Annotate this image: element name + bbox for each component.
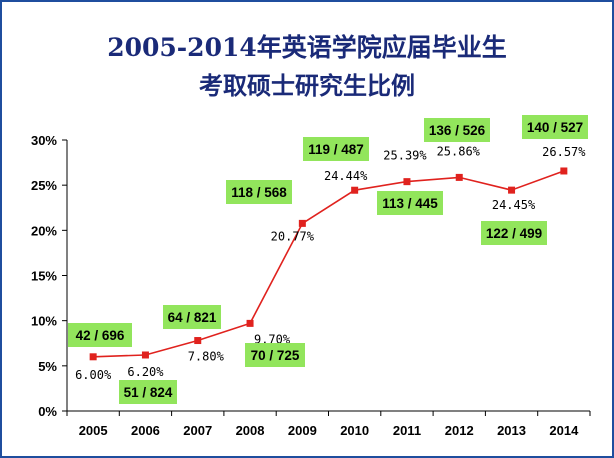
x-tick-label: 2008 — [236, 423, 265, 438]
annotation-box — [424, 118, 490, 142]
annotation-box — [163, 305, 221, 329]
data-point — [455, 173, 463, 181]
series-line — [93, 170, 565, 358]
annotation-box — [245, 343, 305, 367]
data-point — [351, 186, 359, 194]
data-label: 9.70% — [254, 332, 291, 346]
data-label: 6.20% — [127, 365, 164, 379]
data-point — [141, 351, 149, 359]
y-tick-label: 30% — [31, 133, 57, 148]
data-label: 24.44% — [324, 169, 368, 183]
annotation-label: 51 / 824 — [124, 385, 173, 400]
data-label: 6.00% — [75, 368, 112, 382]
annotation-label: 118 / 568 — [231, 185, 287, 200]
x-tick-label: 2006 — [131, 423, 160, 438]
annotation-label: 119 / 487 — [308, 142, 364, 157]
x-tick-label: 2009 — [288, 423, 317, 438]
data-label: 20.77% — [271, 229, 315, 243]
chart-title-line2: 考取硕士研究生比例 — [199, 71, 415, 100]
y-tick-label: 15% — [31, 269, 57, 284]
data-point — [560, 167, 568, 175]
x-tick-label: 2010 — [340, 423, 369, 438]
annotation-label: 42 / 696 — [76, 328, 125, 343]
annotation-label: 113 / 445 — [382, 196, 438, 211]
x-tick-label: 2013 — [497, 423, 526, 438]
data-label: 24.45% — [492, 198, 536, 212]
y-tick-label: 5% — [38, 359, 57, 374]
data-point — [298, 219, 306, 227]
annotation-box — [377, 191, 443, 215]
x-tick-label: 2005 — [79, 423, 108, 438]
x-tick-label: 2014 — [549, 423, 579, 438]
y-tick-label: 0% — [38, 404, 57, 419]
x-tick-label: 2012 — [445, 423, 474, 438]
annotation-box — [522, 115, 588, 139]
annotation-box — [226, 180, 292, 204]
data-label: 26.57% — [542, 145, 586, 159]
x-tick-label: 2011 — [393, 423, 421, 438]
annotation-box — [303, 137, 369, 161]
data-point — [89, 353, 97, 361]
data-label: 7.80% — [188, 350, 225, 364]
annotation-label: 140 / 527 — [527, 120, 583, 135]
y-tick-label: 10% — [31, 314, 57, 329]
data-label: 25.39% — [383, 149, 427, 163]
annotation-label: 122 / 499 — [486, 226, 542, 241]
y-tick-label: 25% — [31, 178, 57, 193]
annotation-box — [481, 221, 547, 245]
x-tick-label: 2007 — [183, 423, 212, 438]
annotation-label: 64 / 821 — [168, 310, 217, 325]
data-point — [508, 186, 516, 194]
annotation-box — [119, 380, 177, 404]
annotation-label: 70 / 725 — [251, 348, 300, 363]
chart-title-line1: 2005-2014年英语学院应届毕业生 — [107, 33, 507, 62]
data-point — [194, 337, 202, 345]
annotation-box — [68, 323, 132, 347]
data-label: 25.86% — [437, 144, 481, 158]
y-tick-label: 20% — [31, 223, 57, 238]
data-point — [403, 178, 411, 186]
annotation-label: 136 / 526 — [429, 123, 486, 138]
data-point — [246, 319, 254, 327]
